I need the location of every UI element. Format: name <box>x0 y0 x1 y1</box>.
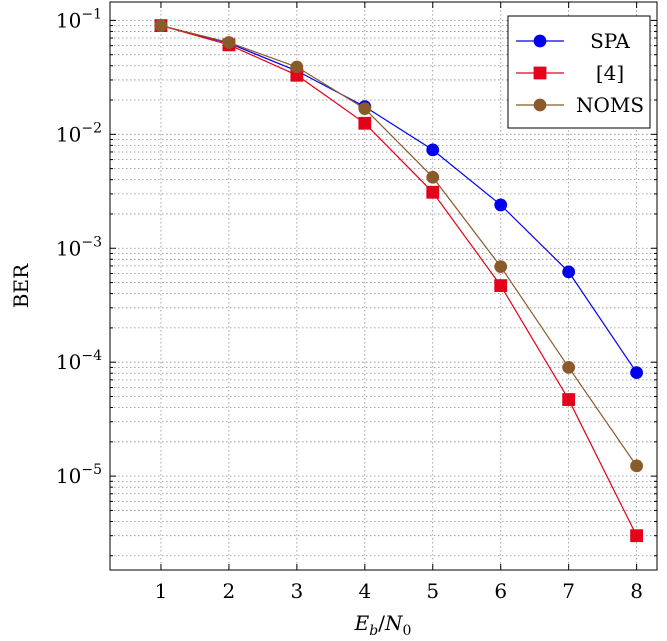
data-point <box>630 529 644 543</box>
legend-marker <box>533 66 547 80</box>
data-point <box>630 459 644 473</box>
data-point <box>358 116 372 130</box>
legend-box <box>507 15 651 129</box>
legend-label: SPA <box>590 29 630 53</box>
x-tick-label: 8 <box>630 579 643 603</box>
legend-label: NOMS <box>576 93 644 117</box>
data-point <box>222 36 236 49</box>
legend-marker <box>533 98 547 112</box>
data-point <box>562 393 576 406</box>
major-grid <box>110 2 657 570</box>
x-tick-label: 7 <box>562 579 575 603</box>
data-point <box>290 60 304 74</box>
legend: SPA [4] NOMS <box>507 15 651 129</box>
y-tick-label: 10−2 <box>56 120 102 146</box>
y-tick-label: 10−5 <box>56 462 102 488</box>
series-layer <box>154 19 644 543</box>
data-point <box>562 361 576 374</box>
x-tick-label: 6 <box>494 579 507 603</box>
minor-grid <box>110 25 657 557</box>
x-tick-label: 1 <box>155 579 168 603</box>
data-point <box>494 279 508 293</box>
data-point <box>494 198 508 212</box>
x-tick-label: 5 <box>426 579 439 603</box>
series-line <box>160 25 638 467</box>
data-point <box>426 185 440 199</box>
data-point <box>426 170 440 184</box>
x-tick-labels: 1 2 3 4 5 6 7 8 <box>155 579 643 603</box>
y-tick-labels: 10−1 10−2 10−3 10−4 10−5 <box>56 6 102 488</box>
series-3 <box>154 19 644 473</box>
series-line <box>160 25 638 536</box>
data-point <box>630 366 644 380</box>
axis-ticks <box>110 2 657 570</box>
legend-marker <box>533 34 547 48</box>
data-point <box>494 260 508 274</box>
data-point <box>154 19 168 32</box>
y-tick-label: 10−3 <box>56 234 102 260</box>
x-axis-label: Eb/N0 <box>354 611 412 639</box>
plot-area-frame <box>109 1 658 571</box>
y-tick-label: 10−4 <box>56 348 102 374</box>
legend-label: [4] <box>596 61 624 85</box>
data-point <box>426 143 440 157</box>
series-line <box>160 25 638 373</box>
y-tick-label: 10−1 <box>56 6 102 32</box>
x-tick-label: 4 <box>358 579 371 603</box>
x-tick-label: 3 <box>290 579 303 603</box>
x-tick-label: 2 <box>223 579 236 603</box>
data-point <box>562 265 576 279</box>
data-point <box>358 102 372 116</box>
y-axis-label: BER <box>9 263 33 308</box>
